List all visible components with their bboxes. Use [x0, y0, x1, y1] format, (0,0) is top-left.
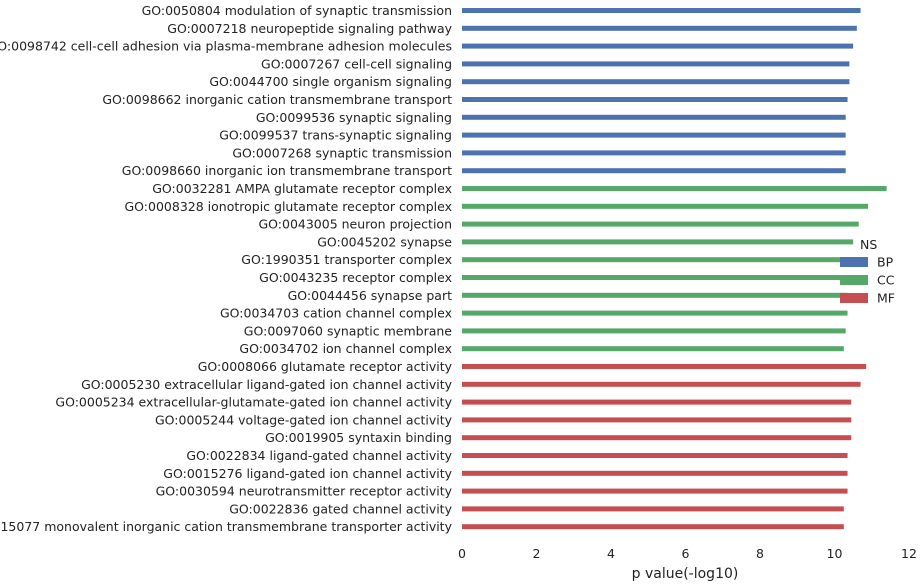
- bar-bp: [462, 25, 857, 31]
- x-tick-label: 6: [682, 546, 690, 561]
- bar-bp: [462, 132, 846, 138]
- bar-cc: [462, 203, 869, 209]
- category-label: GO:0034702 ion channel complex: [239, 341, 452, 356]
- category-label: GO:0007218 neuropeptide signaling pathwa…: [167, 21, 452, 36]
- bar-mf: [462, 364, 867, 369]
- category-label: GO:0044456 synapse part: [288, 288, 452, 303]
- bar-bp: [462, 8, 861, 13]
- bar-cc: [462, 346, 844, 352]
- bars-group: [462, 8, 887, 530]
- bar-cc: [462, 275, 848, 280]
- bar-mf: [462, 453, 848, 458]
- category-label: GO:0099536 synaptic signaling: [256, 110, 452, 125]
- bar-bp: [462, 150, 846, 156]
- legend-swatch-mf: [840, 293, 868, 303]
- bar-cc: [462, 239, 854, 245]
- bar-bp: [462, 61, 850, 67]
- x-tick-label: 2: [533, 546, 541, 561]
- bar-mf: [462, 381, 861, 387]
- legend-label-bp: BP: [877, 255, 894, 270]
- bar-cc: [462, 292, 848, 298]
- category-label: GO:0098742 cell-cell adhesion via plasma…: [0, 39, 452, 54]
- bar-cc: [462, 221, 859, 227]
- x-tick-label: 10: [827, 546, 843, 561]
- x-axis-label: p value(-log10): [632, 566, 739, 582]
- legend-label-cc: CC: [877, 273, 895, 288]
- category-label: GO:0008328 ionotropic glutamate receptor…: [125, 199, 453, 214]
- category-label: GO:1990351 transporter complex: [241, 252, 452, 267]
- category-label: GO:0043005 neuron projection: [258, 217, 452, 232]
- category-label: GO:0044700 single organism signaling: [209, 74, 452, 89]
- category-label: GO:0098662 inorganic cation transmembran…: [102, 92, 452, 107]
- bar-cc: [462, 310, 848, 316]
- category-label: GO:0030594 neurotransmitter receptor act…: [156, 484, 453, 499]
- category-labels: GO:0050804 modulation of synaptic transm…: [0, 3, 453, 534]
- x-tick-label: 8: [756, 546, 764, 561]
- category-label: GO:0005234 extracellular-glutamate-gated…: [55, 395, 452, 410]
- category-label: GO:0022836 gated channel activity: [229, 501, 452, 516]
- x-tick-label: 0: [458, 546, 466, 561]
- legend-swatch-bp: [840, 257, 868, 267]
- bar-bp: [462, 114, 846, 120]
- category-label: GO:0007268 synaptic transmission: [232, 145, 452, 160]
- bar-bp: [462, 43, 854, 49]
- bar-bp: [462, 79, 850, 85]
- category-label: GO:0015077 monovalent inorganic cation t…: [0, 519, 453, 534]
- bar-cc: [462, 328, 846, 334]
- category-label: GO:0022834 ligand-gated channel activity: [186, 448, 452, 463]
- x-tick-label: 4: [607, 546, 615, 561]
- bar-mf: [462, 435, 852, 441]
- legend-title: NS: [860, 237, 877, 252]
- bar-mf: [462, 506, 844, 512]
- x-tick-label: 12: [901, 546, 917, 561]
- category-label: GO:0019905 syntaxin binding: [265, 430, 452, 445]
- legend-swatch-cc: [840, 275, 868, 285]
- legend-label-mf: MF: [877, 291, 895, 306]
- bar-mf: [462, 488, 848, 494]
- category-label: GO:0098660 inorganic ion transmembrane t…: [122, 163, 452, 178]
- bar-cc: [462, 186, 887, 191]
- category-label: GO:0032281 AMPA glutamate receptor compl…: [152, 181, 452, 196]
- category-label: GO:0097060 synaptic membrane: [244, 323, 453, 338]
- category-label: GO:0005244 voltage-gated ion channel act…: [155, 412, 453, 427]
- legend: NS BP CC MF: [840, 237, 895, 306]
- category-label: GO:0050804 modulation of synaptic transm…: [142, 3, 452, 18]
- category-label: GO:0045202 synapse: [317, 234, 452, 249]
- category-label: GO:0099537 trans-synaptic signaling: [219, 128, 452, 143]
- category-label: GO:0005230 extracellular ligand-gated io…: [81, 377, 453, 392]
- bar-bp: [462, 97, 848, 102]
- bar-cc: [462, 257, 850, 263]
- bar-bp: [462, 168, 846, 174]
- category-label: GO:0007267 cell-cell signaling: [261, 56, 452, 71]
- x-axis-ticks: 0 2 4 6 8 10 12: [458, 546, 917, 561]
- category-label: GO:0015276 ligand-gated ion channel acti…: [163, 466, 452, 481]
- bar-mf: [462, 417, 852, 423]
- category-label: GO:0043235 receptor complex: [259, 270, 452, 285]
- bar-mf: [462, 524, 844, 530]
- category-label: GO:0034703 cation channel complex: [220, 306, 452, 321]
- bar-mf: [462, 470, 848, 476]
- legend-entries: BP CC MF: [840, 255, 895, 306]
- bar-mf: [462, 399, 852, 405]
- category-label: GO:0008066 glutamate receptor activity: [198, 359, 453, 374]
